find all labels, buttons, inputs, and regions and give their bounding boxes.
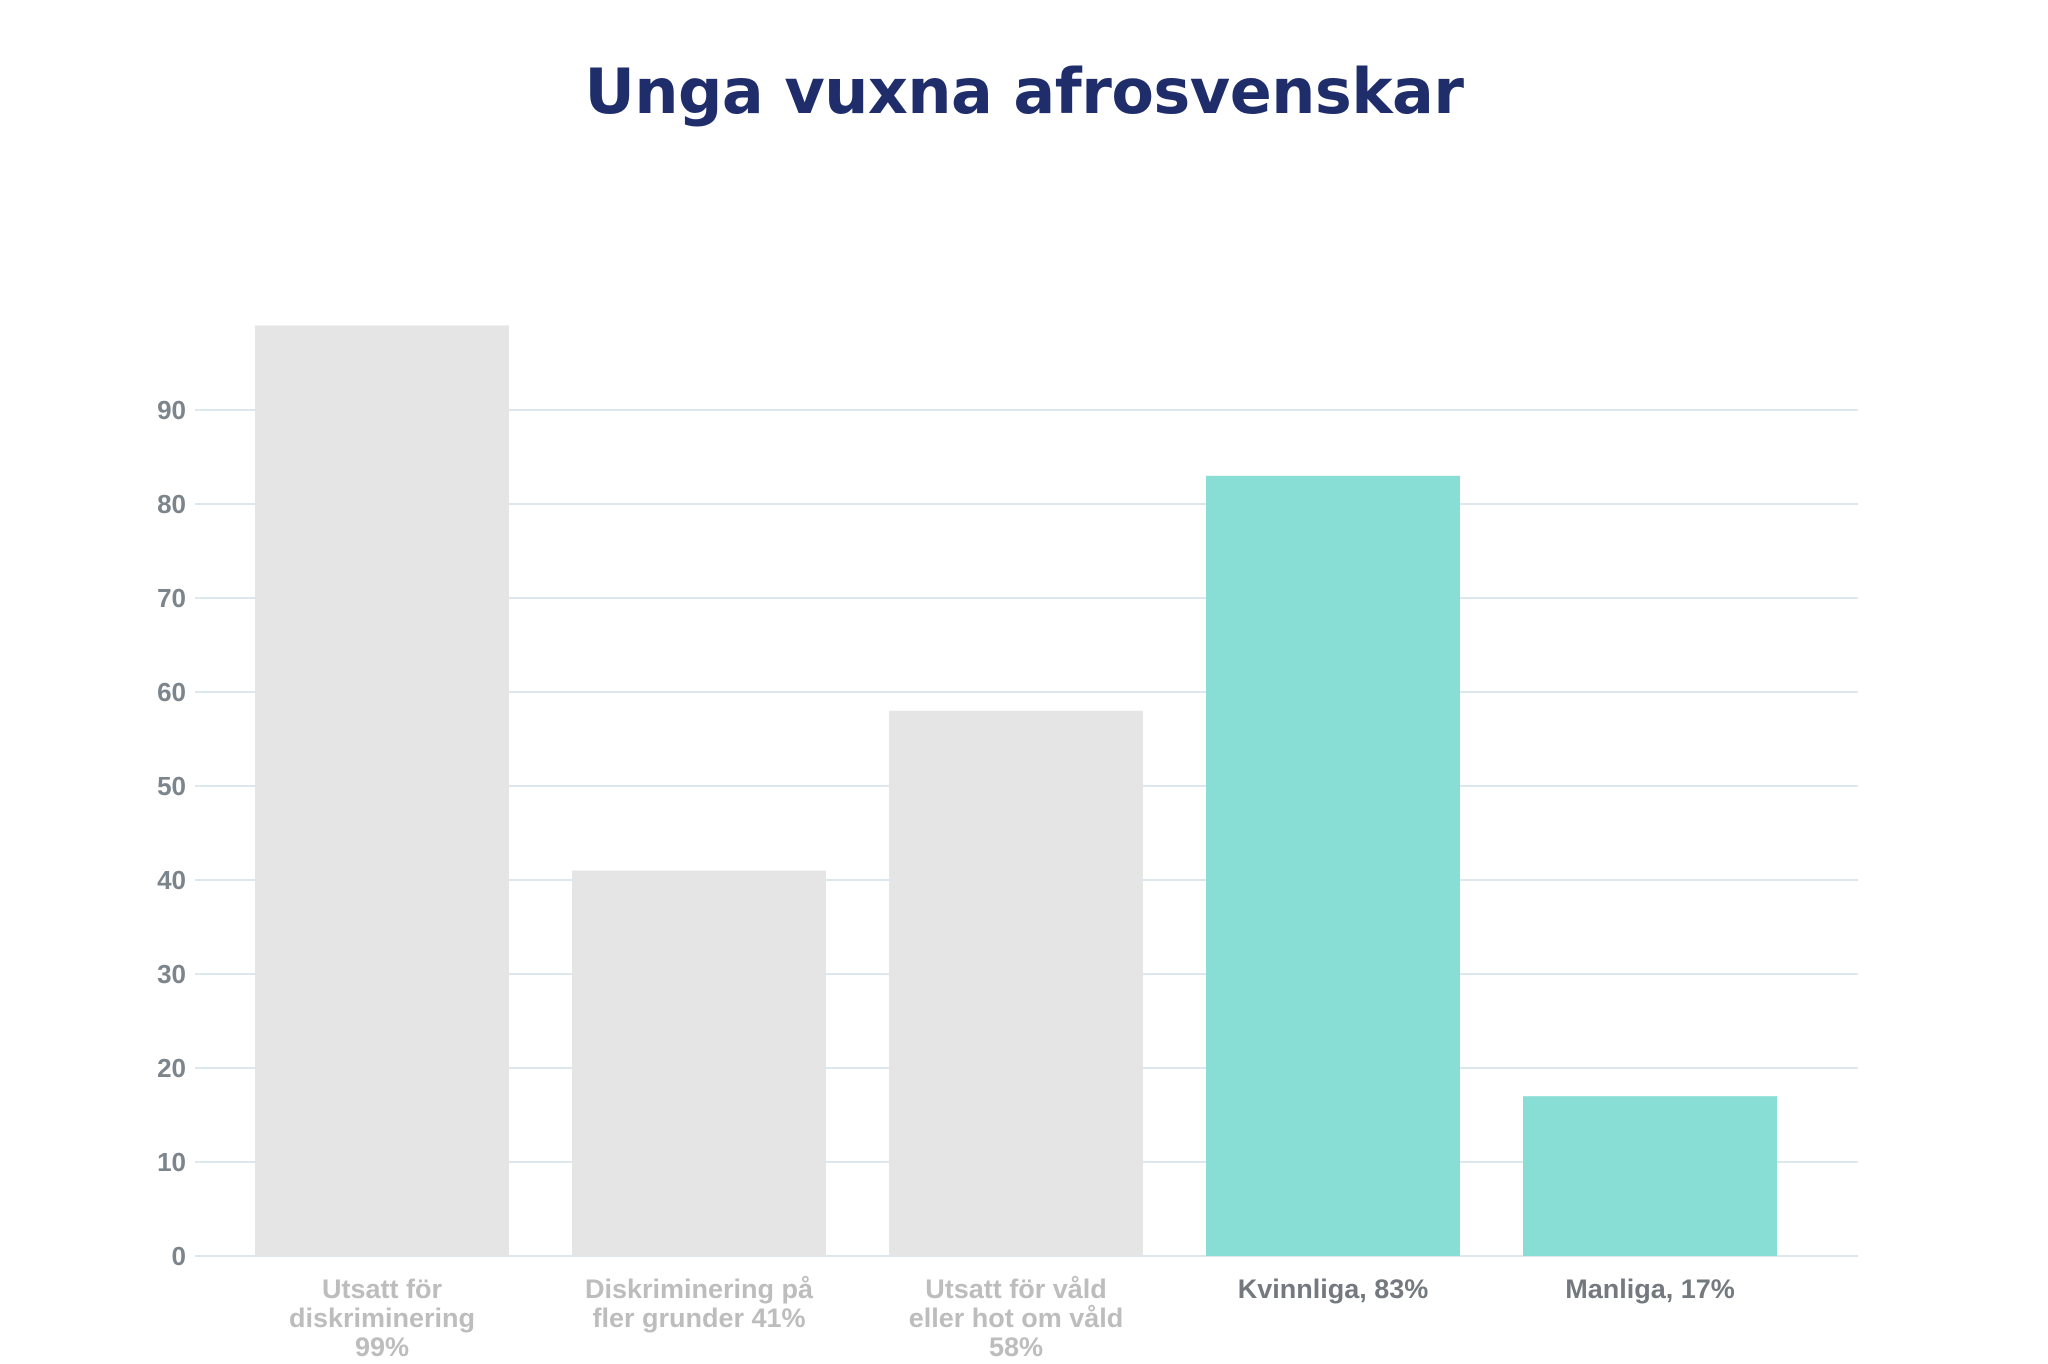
category-label: Utsatt för [322,1274,442,1304]
category-label: eller hot om våld [909,1303,1124,1333]
category-label: Diskriminering på [585,1274,814,1304]
y-tick-label: 40 [157,865,186,895]
bar-5 [1523,1096,1777,1256]
category-label: Kvinnliga, 83% [1238,1274,1429,1304]
bar-4 [1206,475,1460,1256]
y-tick-label: 70 [157,583,186,613]
category-label: fler grunder 41% [592,1303,805,1333]
y-tick-label: 90 [157,395,186,425]
category-label: Utsatt för våld [925,1274,1107,1304]
y-tick-label: 30 [157,959,186,989]
category-label: 58% [989,1332,1043,1362]
y-tick-label: 60 [157,677,186,707]
bar-1 [255,325,509,1256]
y-tick-label: 0 [172,1241,186,1271]
bar-2 [572,870,826,1256]
bar-3 [889,710,1143,1256]
category-label: diskriminering [289,1303,475,1333]
y-axis-ticks: 0 10 20 30 40 50 60 70 80 90 [157,395,186,1271]
category-label: 99% [355,1332,409,1362]
bars [255,325,1777,1256]
y-tick-label: 10 [157,1147,186,1177]
chart-title: Unga vuxna afrosvenskar [584,55,1464,128]
y-tick-label: 20 [157,1053,186,1083]
category-label: Manliga, 17% [1565,1274,1735,1304]
y-tick-label: 50 [157,771,186,801]
y-tick-label: 80 [157,489,186,519]
